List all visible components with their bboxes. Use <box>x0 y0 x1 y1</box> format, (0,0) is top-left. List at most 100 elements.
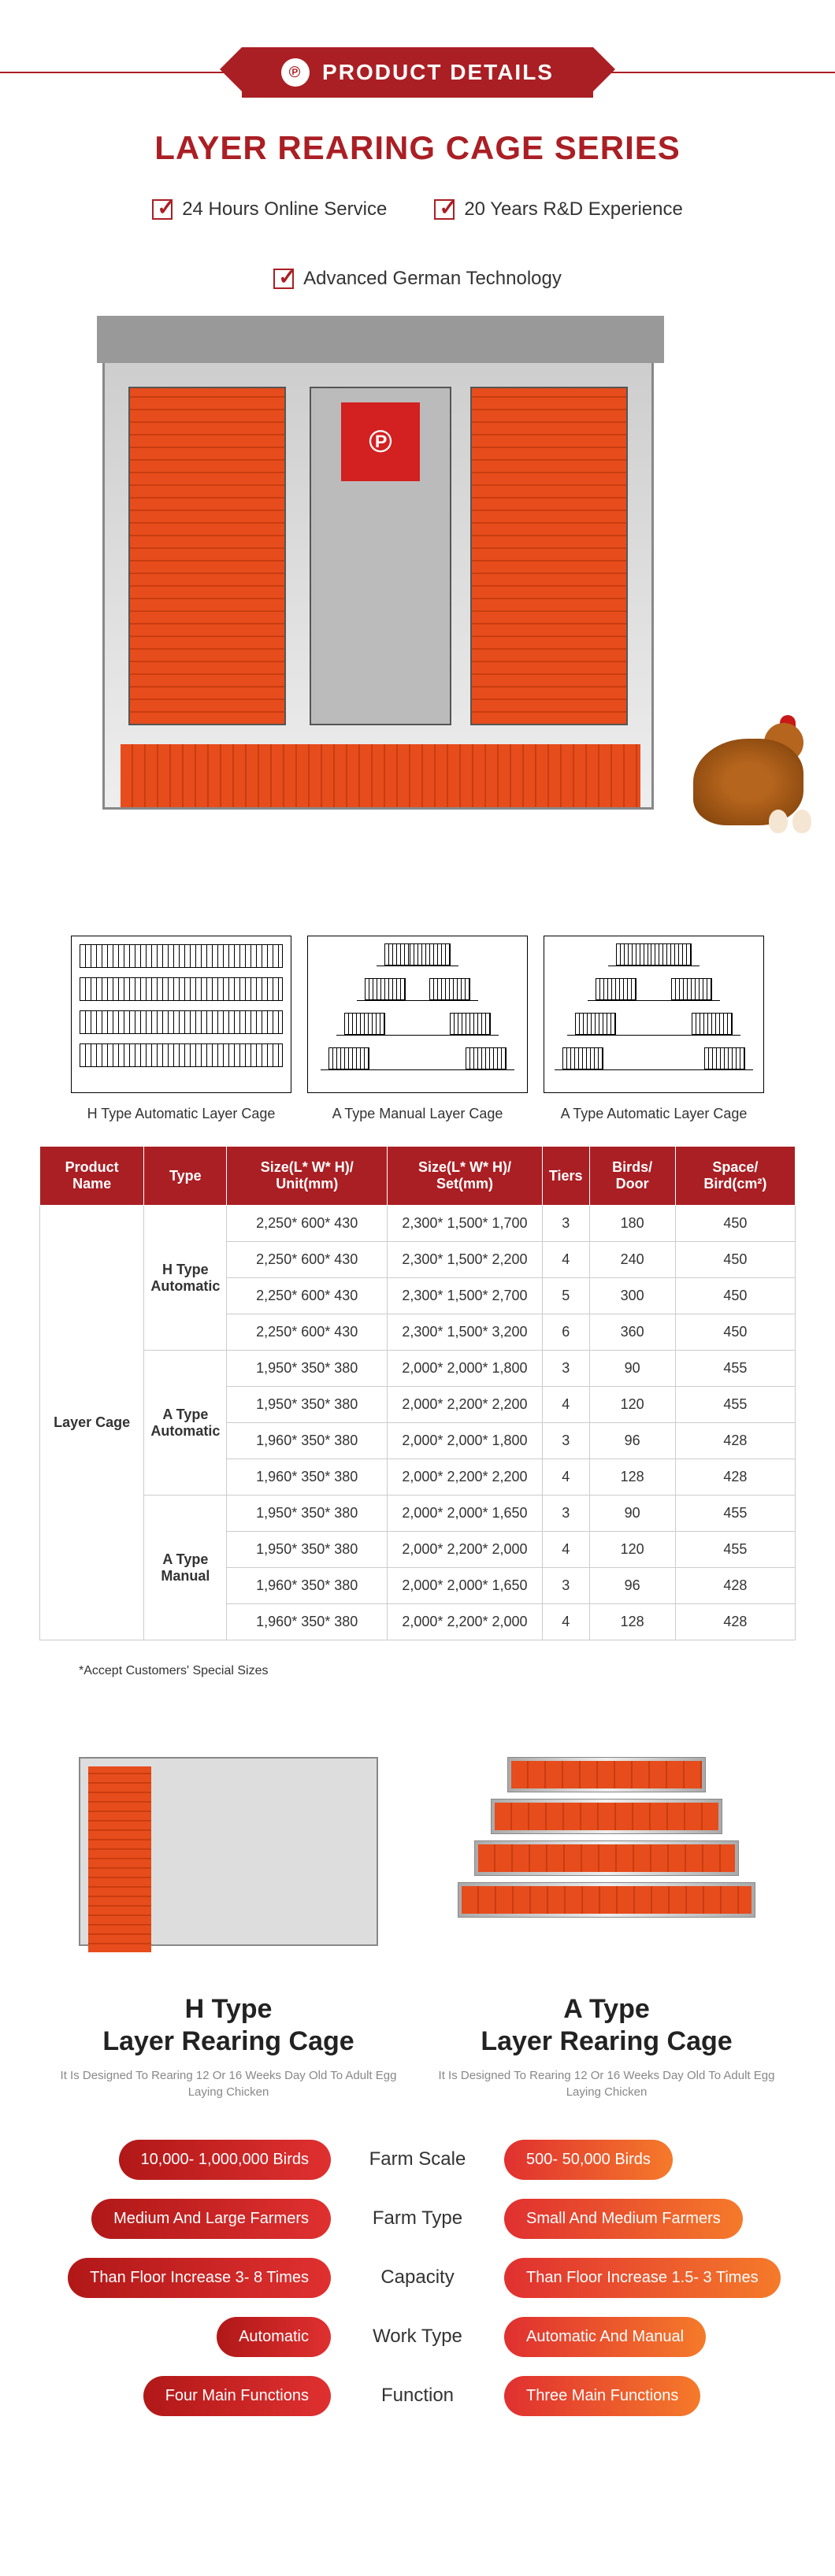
compare-left-title: H TypeLayer Rearing Cage It Is Designed … <box>55 1993 402 2100</box>
table-cell: 455 <box>675 1387 795 1423</box>
table-cell: 4 <box>542 1459 589 1496</box>
table-cell: 2,300* 1,500* 2,700 <box>388 1278 543 1314</box>
compare-right-cell: Than Floor Increase 1.5- 3 Times <box>504 2258 796 2298</box>
compare-right-title: A TypeLayer Rearing Cage It Is Designed … <box>433 1993 780 2100</box>
table-cell: 2,000* 2,000* 1,650 <box>388 1496 543 1532</box>
spec-table: Product NameTypeSize(L* W* H)/ Unit(mm)S… <box>39 1146 796 1640</box>
compare-right-cell: Three Main Functions <box>504 2376 796 2416</box>
diagram-box <box>71 936 291 1093</box>
table-cell: 5 <box>542 1278 589 1314</box>
table-cell: 2,000* 2,000* 1,800 <box>388 1423 543 1459</box>
comparison-table: 10,000- 1,000,000 BirdsFarm Scale500- 50… <box>39 2140 796 2416</box>
table-header-cell: Product Name <box>40 1147 144 1206</box>
table-cell: 4 <box>542 1532 589 1568</box>
compare-left-cell: Automatic <box>39 2317 331 2357</box>
feature-label: Advanced German Technology <box>303 268 562 290</box>
table-row: A TypeAutomatic1,950* 350* 3802,000* 2,0… <box>40 1351 796 1387</box>
table-cell: 3 <box>542 1206 589 1242</box>
table-cell: 1,960* 350* 380 <box>227 1604 388 1640</box>
table-header-cell: Type <box>144 1147 227 1206</box>
table-cell: 2,250* 600* 430 <box>227 1242 388 1278</box>
table-cell: 90 <box>589 1351 675 1387</box>
table-cell: 3 <box>542 1423 589 1459</box>
feature-item: 24 Hours Online Service <box>152 198 387 221</box>
pill-left: Than Floor Increase 3- 8 Times <box>68 2258 331 2298</box>
table-cell: 450 <box>675 1278 795 1314</box>
table-cell: 428 <box>675 1423 795 1459</box>
banner-line-left <box>0 72 242 73</box>
hero-product-image: ℗ <box>63 321 772 873</box>
table-note: *Accept Customers' Special Sizes <box>39 1664 796 1678</box>
title-line: H Type <box>185 1994 273 2024</box>
table-cell: 2,000* 2,200* 2,000 <box>388 1532 543 1568</box>
compare-row: Than Floor Increase 3- 8 TimesCapacityTh… <box>39 2258 796 2298</box>
egg-icon <box>769 810 788 833</box>
compare-mid-label: Farm Type <box>331 2207 504 2229</box>
h-type-image <box>63 1741 394 1962</box>
diagram-caption: A Type Manual Layer Cage <box>299 1106 536 1122</box>
cage-lower-mesh <box>121 744 640 807</box>
chicken-illustration <box>677 715 819 841</box>
table-cell: 2,000* 2,200* 2,000 <box>388 1604 543 1640</box>
table-cell: 1,950* 350* 380 <box>227 1496 388 1532</box>
compare-subtitle: It Is Designed To Rearing 12 Or 16 Weeks… <box>433 2067 780 2100</box>
table-cell: 4 <box>542 1242 589 1278</box>
table-header-cell: Space/ Bird(cm²) <box>675 1147 795 1206</box>
table-cell: 455 <box>675 1496 795 1532</box>
compare-row: Medium And Large FarmersFarm TypeSmall A… <box>39 2199 796 2239</box>
compare-right-cell: Small And Medium Farmers <box>504 2199 796 2239</box>
features-row: 24 Hours Online Service 20 Years R&D Expe… <box>39 198 796 290</box>
table-cell: 2,250* 600* 430 <box>227 1314 388 1351</box>
compare-mid-label: Work Type <box>331 2326 504 2348</box>
pill-right: 500- 50,000 Birds <box>504 2140 673 2180</box>
table-cell: 128 <box>589 1604 675 1640</box>
feature-item: 20 Years R&D Experience <box>434 198 683 221</box>
compare-row: AutomaticWork TypeAutomatic And Manual <box>39 2317 796 2357</box>
table-cell: 2,000* 2,000* 1,650 <box>388 1568 543 1604</box>
banner-center: ℗ PRODUCT DETAILS <box>242 47 593 98</box>
compare-right-cell: Automatic And Manual <box>504 2317 796 2357</box>
title-line: Layer Rearing Cage <box>102 2026 354 2056</box>
table-cell: 1,960* 350* 380 <box>227 1568 388 1604</box>
table-cell: 428 <box>675 1604 795 1640</box>
compare-mid-label: Function <box>331 2385 504 2407</box>
table-cell: 1,960* 350* 380 <box>227 1423 388 1459</box>
header-banner: ℗ PRODUCT DETAILS <box>0 47 835 98</box>
table-cell: 2,300* 1,500* 1,700 <box>388 1206 543 1242</box>
table-cell: 3 <box>542 1568 589 1604</box>
pill-left: 10,000- 1,000,000 Birds <box>119 2140 332 2180</box>
pill-left: Automatic <box>217 2317 331 2357</box>
compare-left-cell: Four Main Functions <box>39 2376 331 2416</box>
pill-right: Than Floor Increase 1.5- 3 Times <box>504 2258 781 2298</box>
main-title: LAYER REARING CAGE SERIES <box>39 129 796 167</box>
check-icon <box>434 199 455 220</box>
check-icon <box>273 269 294 289</box>
table-cell: 128 <box>589 1459 675 1496</box>
diagram-box <box>307 936 528 1093</box>
table-cell: 90 <box>589 1496 675 1532</box>
table-header-cell: Birds/ Door <box>589 1147 675 1206</box>
table-header-row: Product NameTypeSize(L* W* H)/ Unit(mm)S… <box>40 1147 796 1206</box>
egg-icon <box>792 810 811 833</box>
cage-brand-badge-icon: ℗ <box>341 402 420 481</box>
table-cell: 455 <box>675 1351 795 1387</box>
table-cell: 120 <box>589 1532 675 1568</box>
comparison-images <box>39 1741 796 1962</box>
type-cell: A TypeAutomatic <box>144 1351 227 1496</box>
type-cell: A TypeManual <box>144 1496 227 1640</box>
compare-mid-label: Capacity <box>331 2267 504 2289</box>
table-cell: 1,950* 350* 380 <box>227 1387 388 1423</box>
table-cell: 3 <box>542 1496 589 1532</box>
compare-right-cell: 500- 50,000 Birds <box>504 2140 796 2180</box>
diagrams-row: H Type Automatic Layer Cage A Type Manua… <box>39 936 796 1122</box>
pill-left: Four Main Functions <box>143 2376 331 2416</box>
table-cell: 300 <box>589 1278 675 1314</box>
chicken-body <box>693 739 803 825</box>
banner-line-right <box>593 72 835 73</box>
feature-label: 20 Years R&D Experience <box>464 198 683 221</box>
table-cell: 450 <box>675 1314 795 1351</box>
cage-top-bar <box>97 316 664 363</box>
table-header-cell: Size(L* W* H)/ Set(mm) <box>388 1147 543 1206</box>
table-header-cell: Tiers <box>542 1147 589 1206</box>
table-cell: 360 <box>589 1314 675 1351</box>
